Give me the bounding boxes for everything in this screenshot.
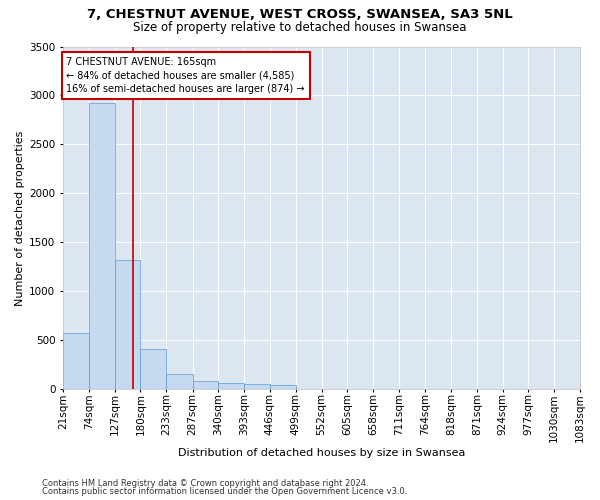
Text: Size of property relative to detached houses in Swansea: Size of property relative to detached ho… bbox=[133, 21, 467, 34]
Text: 7 CHESTNUT AVENUE: 165sqm
← 84% of detached houses are smaller (4,585)
16% of se: 7 CHESTNUT AVENUE: 165sqm ← 84% of detac… bbox=[67, 58, 305, 94]
Text: Contains public sector information licensed under the Open Government Licence v3: Contains public sector information licen… bbox=[42, 487, 407, 496]
Text: 7, CHESTNUT AVENUE, WEST CROSS, SWANSEA, SA3 5NL: 7, CHESTNUT AVENUE, WEST CROSS, SWANSEA,… bbox=[87, 8, 513, 20]
Text: Contains HM Land Registry data © Crown copyright and database right 2024.: Contains HM Land Registry data © Crown c… bbox=[42, 478, 368, 488]
Bar bbox=[244, 384, 270, 389]
Bar bbox=[140, 349, 166, 389]
Bar bbox=[63, 334, 89, 389]
Bar bbox=[115, 260, 140, 389]
Bar bbox=[218, 384, 244, 389]
Bar bbox=[89, 104, 115, 389]
X-axis label: Distribution of detached houses by size in Swansea: Distribution of detached houses by size … bbox=[178, 448, 465, 458]
Bar bbox=[270, 384, 296, 389]
Y-axis label: Number of detached properties: Number of detached properties bbox=[15, 130, 25, 306]
Bar bbox=[193, 382, 218, 389]
Bar bbox=[166, 374, 193, 389]
